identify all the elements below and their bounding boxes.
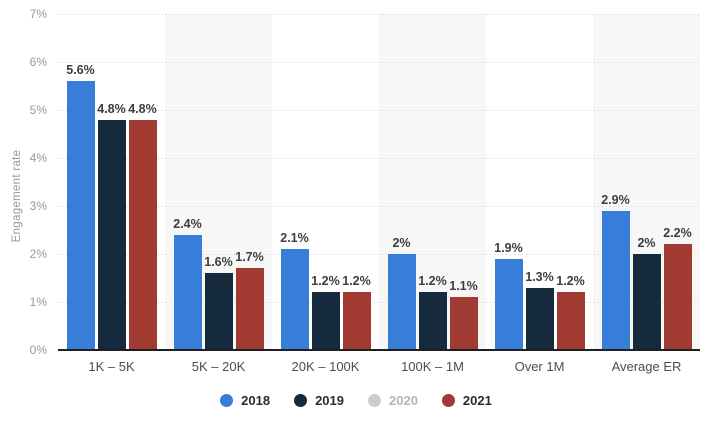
legend-item-2019[interactable]: 2019 (294, 393, 344, 408)
bar-value-label: 1.1% (449, 279, 478, 294)
legend-dot-icon (441, 393, 455, 407)
bar-value-label: 4.8% (128, 101, 157, 116)
legend-item-2018[interactable]: 2018 (220, 393, 270, 408)
y-tick-label: 2% (29, 247, 47, 261)
x-axis-line (58, 349, 700, 351)
bar-2021[interactable] (663, 244, 692, 350)
bar-2019[interactable] (204, 273, 233, 350)
bar-2018[interactable] (387, 254, 416, 350)
bar-value-label: 2.1% (280, 231, 309, 246)
bar-2018[interactable] (173, 234, 202, 350)
x-category-label: Over 1M (514, 359, 565, 374)
y-gridline (58, 158, 700, 159)
bar-value-label: 1.2% (311, 274, 340, 289)
bar-value-label: 1.3% (525, 269, 554, 284)
bar-2019[interactable] (525, 287, 554, 350)
legend-dot-icon (294, 393, 308, 407)
y-tick-label: 5% (29, 103, 47, 117)
legend-label: 2018 (241, 392, 271, 408)
bar-2018[interactable] (494, 258, 523, 350)
y-tick-label: 3% (29, 199, 47, 213)
bar-2019[interactable] (418, 292, 447, 350)
y-gridline (58, 302, 700, 303)
bar-value-label: 1.6% (204, 255, 233, 270)
legend-label: 2020 (389, 392, 418, 408)
bar-value-label: 1.7% (235, 250, 264, 265)
bar-2019[interactable] (632, 254, 661, 350)
chart-legend: 2018 2019 2020 2021 (0, 390, 712, 410)
bar-value-label: 4.8% (97, 101, 126, 116)
y-tick-label: 4% (29, 151, 47, 165)
bar-2021[interactable] (342, 292, 371, 350)
bar-2021[interactable] (235, 268, 264, 350)
bar-2021[interactable] (449, 297, 478, 350)
bar-2018[interactable] (601, 210, 630, 350)
x-category-label: 100K – 1M (401, 359, 464, 374)
bar-2019[interactable] (97, 119, 126, 350)
legend-dot-icon (368, 393, 381, 407)
bar-value-label: 2.9% (601, 192, 630, 207)
y-tick-label: 0% (29, 343, 47, 357)
bar-2018[interactable] (66, 81, 95, 350)
bar-2019[interactable] (311, 292, 340, 350)
bar-value-label: 1.2% (418, 274, 447, 289)
bar-value-label: 1.9% (494, 240, 523, 255)
bar-value-label: 1.2% (342, 274, 371, 289)
x-category-label: Average ER (611, 359, 682, 374)
bar-value-label: 2% (637, 236, 656, 250)
x-category-label: 20K – 100K (291, 359, 360, 374)
y-gridline (58, 62, 700, 63)
bar-value-label: 2% (392, 236, 411, 250)
bar-value-label: 1.2% (556, 274, 585, 289)
legend-dot-icon (220, 393, 234, 407)
y-gridline (58, 14, 700, 15)
x-category-label: 5K – 20K (191, 359, 246, 374)
y-tick-label: 1% (29, 295, 47, 309)
y-gridline (58, 206, 700, 207)
y-gridline (58, 254, 700, 255)
legend-label: 2021 (462, 392, 492, 408)
bar-2021[interactable] (556, 292, 585, 350)
bar-2021[interactable] (128, 119, 157, 350)
legend-item-2020[interactable]: 2020 (368, 393, 418, 408)
bar-value-label: 5.6% (66, 63, 95, 78)
x-category-label: 1K – 5K (88, 359, 135, 374)
bar-value-label: 2.2% (663, 226, 692, 241)
legend-label: 2019 (315, 392, 344, 408)
y-tick-label: 6% (29, 55, 47, 69)
bar-value-label: 2.4% (173, 216, 202, 231)
legend-item-2021[interactable]: 2021 (441, 392, 492, 408)
y-tick-label: 7% (29, 7, 47, 21)
bar-2018[interactable] (280, 249, 309, 350)
y-gridline (58, 110, 700, 111)
